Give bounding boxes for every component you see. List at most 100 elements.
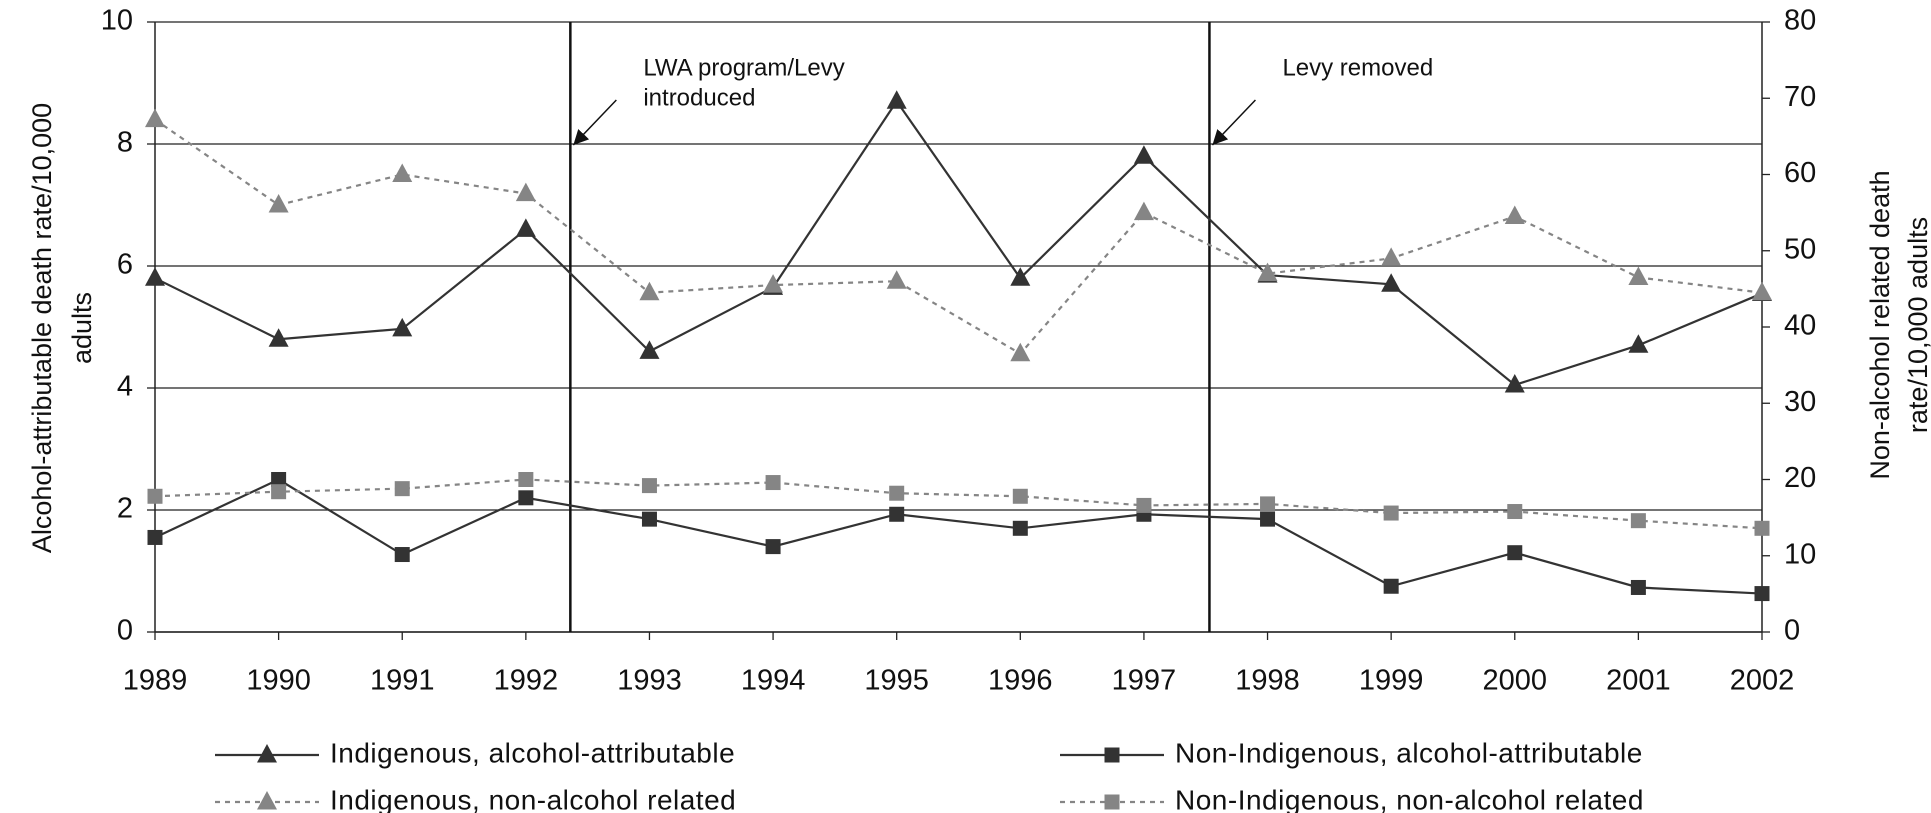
x-tick-label: 2000	[1483, 665, 1548, 697]
y-axis-title-line: adults	[67, 292, 97, 364]
data-point	[1383, 578, 1399, 594]
series-line	[154, 478, 1763, 530]
data-point	[271, 472, 287, 487]
legend-marker	[1104, 747, 1120, 763]
data-point	[1507, 504, 1523, 520]
series-line	[154, 478, 1763, 595]
y2-tick-label: 50	[1784, 233, 1816, 265]
legend-label: Non-Indigenous, alcohol-attributable	[1175, 737, 1643, 768]
data-point	[765, 475, 781, 491]
data-point	[1381, 247, 1402, 266]
x-tick-label: 1998	[1235, 665, 1300, 697]
y-tick-label: 6	[117, 249, 133, 281]
annotation-text: Levy removed	[1282, 54, 1433, 81]
annotation-text: LWA program/Levy	[643, 54, 844, 81]
data-point	[1012, 488, 1028, 504]
x-tick-label: 1994	[741, 665, 806, 697]
data-point	[145, 108, 165, 128]
y-tick-label: 8	[117, 127, 133, 159]
legend-label: Indigenous, alcohol-attributable	[330, 737, 735, 768]
legend-label: Indigenous, non-alcohol related	[330, 784, 736, 813]
data-point	[1752, 281, 1772, 301]
data-point	[765, 539, 781, 555]
data-point	[1010, 267, 1031, 286]
x-tick-label: 1997	[1112, 665, 1177, 697]
data-point	[1630, 579, 1646, 595]
y2-tick-label: 40	[1784, 310, 1816, 342]
data-point	[639, 281, 660, 301]
legend-item: Non-Indigenous, non-alcohol related	[1060, 784, 1644, 813]
x-tick-label: 1995	[864, 665, 929, 697]
data-point	[394, 481, 410, 497]
y2-axis-title: Non-alcohol related death rate/10,000 adu…	[1865, 170, 1931, 479]
x-tick-label: 1996	[988, 665, 1053, 697]
x-tick-label: 1993	[617, 665, 682, 697]
data-point	[1260, 496, 1276, 512]
data-point	[392, 163, 413, 182]
y-axis-title: Alcohol-attributable death rate/10,000 ad…	[27, 103, 97, 553]
legend-item: Indigenous, non-alcohol related	[215, 784, 736, 813]
data-point	[1504, 373, 1525, 393]
data-point	[1507, 545, 1523, 561]
y-tick-label: 4	[117, 371, 133, 403]
data-point	[518, 472, 534, 487]
y2-tick-label: 80	[1784, 5, 1816, 37]
legend-marker	[1104, 794, 1120, 810]
data-point	[145, 267, 165, 286]
x-tick-label: 2002	[1730, 665, 1795, 697]
data-point	[1628, 334, 1649, 353]
data-point	[889, 485, 905, 501]
data-point	[268, 194, 289, 213]
data-point	[1628, 266, 1649, 285]
y2-tick-label: 20	[1784, 462, 1816, 494]
data-point	[394, 547, 410, 563]
x-tick-label: 1989	[123, 665, 188, 697]
data-point	[763, 274, 784, 293]
y2-tick-label: 30	[1784, 386, 1816, 418]
x-tick-label: 1999	[1359, 665, 1424, 697]
data-point	[1133, 145, 1154, 164]
legend-marker	[257, 744, 277, 763]
data-point	[641, 478, 657, 494]
series-line	[154, 118, 1763, 356]
data-point	[1383, 505, 1399, 521]
legend-item: Indigenous, alcohol-attributable	[215, 737, 735, 768]
legend-marker	[257, 791, 277, 810]
annotation-arrow	[572, 99, 617, 146]
data-point	[641, 511, 657, 527]
y-tick-label: 0	[117, 615, 133, 647]
data-point	[1133, 201, 1154, 221]
x-tick-label: 1991	[370, 665, 435, 697]
data-point	[515, 218, 536, 237]
y2-tick-label: 60	[1784, 157, 1816, 189]
y2-tick-label: 0	[1784, 615, 1800, 647]
annotation-arrow	[1211, 99, 1256, 146]
data-point	[518, 490, 534, 506]
data-point	[1136, 497, 1152, 513]
data-point	[515, 182, 536, 202]
data-point	[268, 328, 289, 347]
data-point	[886, 90, 907, 109]
y2-tick-label: 70	[1784, 81, 1816, 113]
data-point	[392, 317, 413, 337]
x-tick-label: 1990	[246, 665, 311, 697]
data-point	[639, 340, 660, 359]
series-line	[154, 99, 1763, 387]
y-tick-label: 2	[117, 493, 133, 525]
data-point	[1504, 205, 1525, 224]
data-point	[1754, 520, 1770, 536]
data-point	[271, 484, 287, 500]
data-point	[886, 270, 907, 289]
x-tick-label: 2001	[1606, 665, 1671, 697]
data-point	[889, 506, 905, 522]
data-point	[1381, 273, 1402, 292]
x-tick-label: 1992	[494, 665, 559, 697]
data-point	[147, 488, 163, 504]
data-point	[1012, 520, 1028, 536]
y-tick-label: 10	[101, 5, 133, 37]
data-point	[1754, 586, 1770, 602]
data-point	[1010, 342, 1031, 362]
data-point	[1257, 262, 1278, 282]
legend-label: Non-Indigenous, non-alcohol related	[1175, 784, 1644, 813]
data-point	[1630, 513, 1646, 529]
